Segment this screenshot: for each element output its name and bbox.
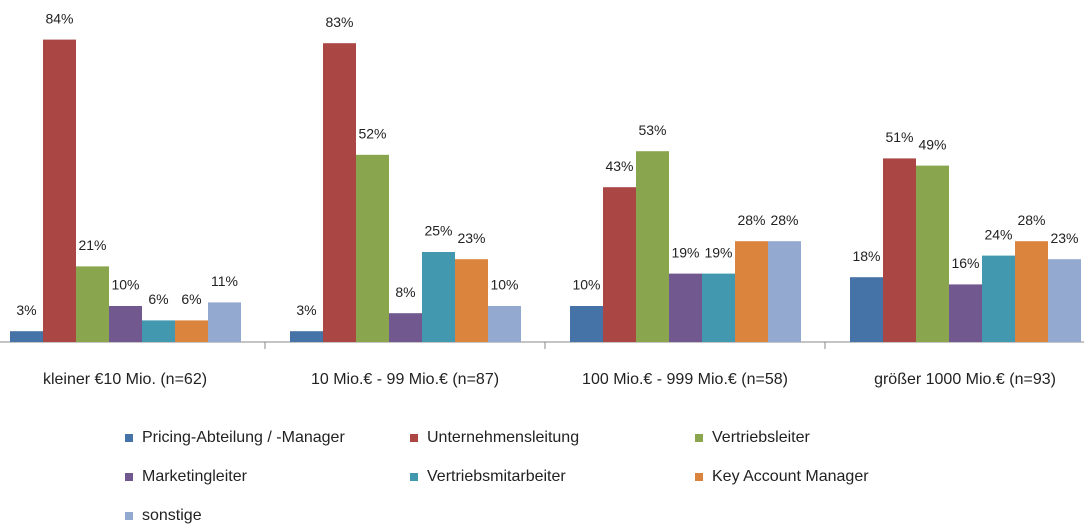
legend-label: Key Account Manager <box>712 468 869 485</box>
legend-swatch <box>125 434 133 442</box>
bar <box>1015 241 1048 342</box>
data-label: 18% <box>852 248 880 264</box>
data-label: 16% <box>951 255 979 271</box>
bar <box>43 39 76 342</box>
bar <box>883 158 916 342</box>
data-label: 28% <box>1017 212 1045 228</box>
legend-swatch <box>125 473 133 481</box>
data-label: 3% <box>16 302 36 318</box>
x-tick-label: größer 1000 Mio.€ (n=93) <box>874 371 1056 388</box>
bar <box>455 259 488 342</box>
legend-label: Vertriebsleiter <box>712 429 810 446</box>
bar <box>488 306 521 342</box>
data-label: 3% <box>296 302 316 318</box>
legend-label: Unternehmensleitung <box>427 429 579 446</box>
bar <box>109 306 142 342</box>
bar <box>916 165 949 342</box>
bar <box>389 313 422 342</box>
bar <box>850 277 883 342</box>
data-label: 43% <box>605 158 633 174</box>
x-tick-label: 100 Mio.€ - 999 Mio.€ (n=58) <box>582 371 788 388</box>
data-label: 23% <box>457 230 485 246</box>
data-label: 84% <box>45 10 73 26</box>
legend-swatch <box>695 434 703 442</box>
bar <box>982 255 1015 342</box>
bar <box>570 306 603 342</box>
data-label: 28% <box>770 212 798 228</box>
legend-swatch <box>125 512 133 520</box>
data-label: 19% <box>671 244 699 260</box>
bar <box>636 151 669 342</box>
data-label: 8% <box>395 284 415 300</box>
bar <box>768 241 801 342</box>
bar <box>142 320 175 342</box>
bar <box>175 320 208 342</box>
x-tick-label: 10 Mio.€ - 99 Mio.€ (n=87) <box>311 371 499 388</box>
bar <box>208 302 241 342</box>
legend-swatch <box>695 473 703 481</box>
bar <box>735 241 768 342</box>
legend-label: Marketingleiter <box>142 468 248 485</box>
bar <box>10 331 43 342</box>
data-label: 6% <box>148 291 168 307</box>
data-label: 83% <box>325 14 353 30</box>
data-label: 23% <box>1050 230 1078 246</box>
data-label: 28% <box>737 212 765 228</box>
legend-label: sonstige <box>142 507 202 524</box>
bar <box>1048 259 1081 342</box>
data-label: 10% <box>490 277 518 293</box>
x-tick-label: kleiner €10 Mio. (n=62) <box>43 371 207 388</box>
data-label: 51% <box>885 129 913 145</box>
legend-label: Pricing-Abteilung / -Manager <box>142 429 345 446</box>
bar <box>702 273 735 342</box>
legend-swatch <box>410 473 418 481</box>
data-label: 19% <box>704 244 732 260</box>
legend-label: Vertriebsmitarbeiter <box>427 468 566 485</box>
bar <box>422 252 455 342</box>
bar <box>323 43 356 342</box>
data-label: 49% <box>918 136 946 152</box>
data-label: 52% <box>358 126 386 142</box>
data-label: 25% <box>424 223 452 239</box>
data-label: 24% <box>984 226 1012 242</box>
bar <box>290 331 323 342</box>
data-label: 10% <box>572 277 600 293</box>
data-label: 10% <box>111 277 139 293</box>
bar <box>356 154 389 342</box>
data-label: 21% <box>78 237 106 253</box>
bar <box>603 187 636 342</box>
data-label: 6% <box>181 291 201 307</box>
bar <box>669 273 702 342</box>
bar <box>949 284 982 342</box>
legend-swatch <box>410 434 418 442</box>
data-label: 11% <box>211 273 238 289</box>
data-label: 53% <box>638 122 666 138</box>
bar <box>76 266 109 342</box>
